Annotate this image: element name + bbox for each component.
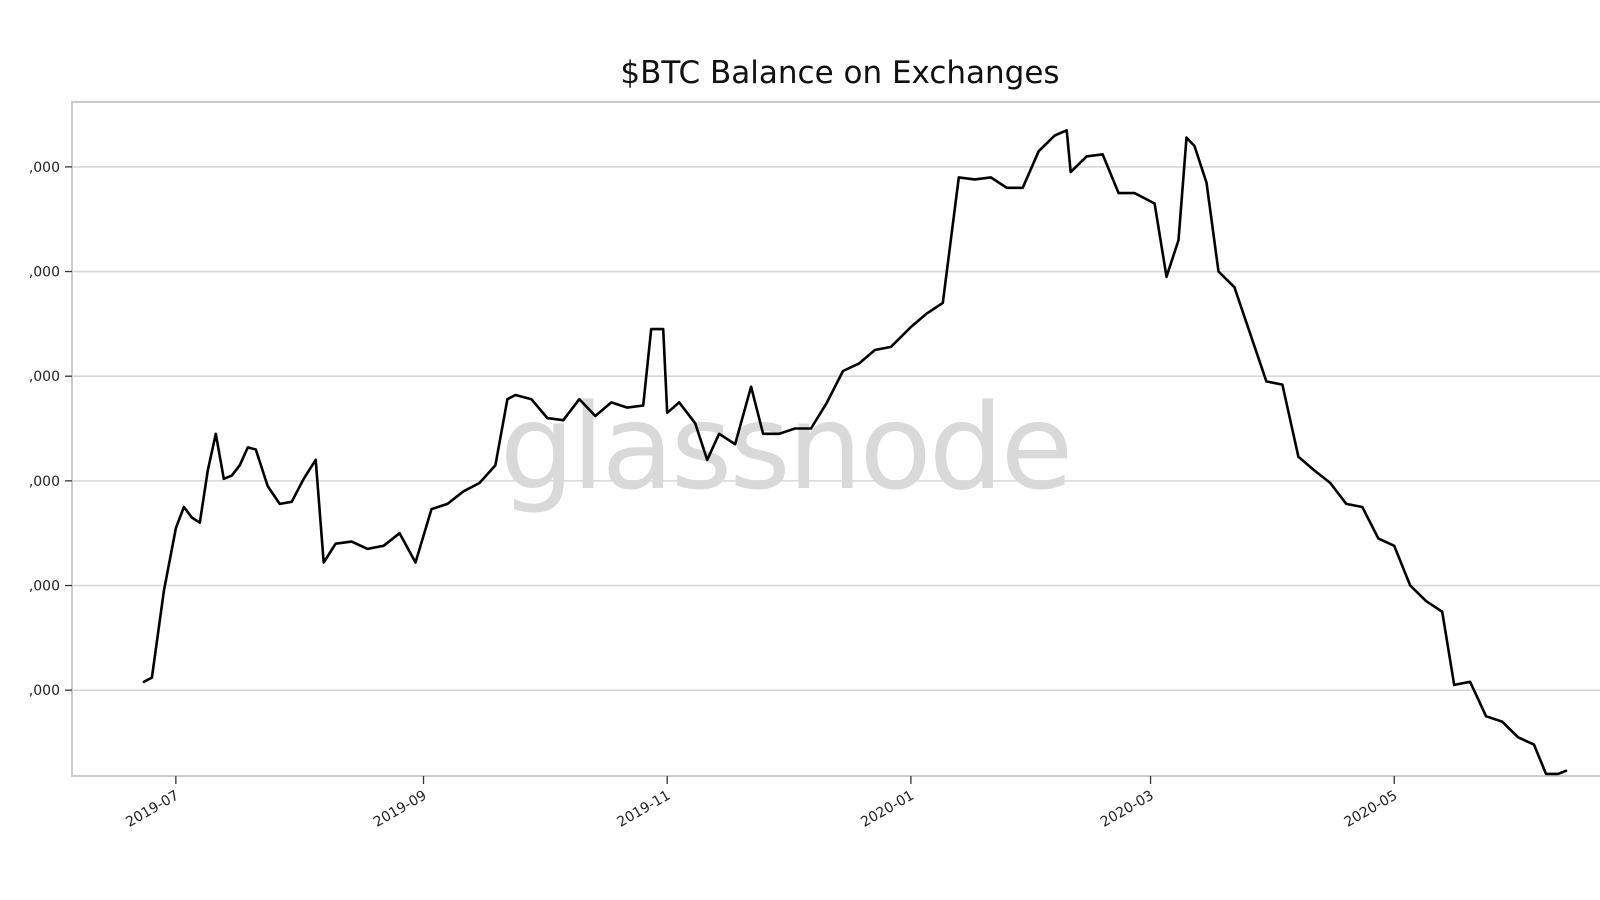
watermark: glassnode: [500, 378, 1070, 516]
x-tick-label: 2020-05: [1342, 788, 1401, 831]
y-axis-ticks: ,000 ,000 ,000 ,000 ,000 ,000: [29, 160, 72, 699]
x-tick-label: 2019-11: [615, 788, 674, 831]
x-tick-label: 2020-03: [1098, 788, 1157, 831]
x-axis-ticks: 2019-07 2019-09 2019-11 2020-01 2020-03 2020-…: [123, 776, 1400, 831]
series-line: [142, 129, 1568, 776]
grid-lines: [72, 166, 1600, 691]
y-tick-label: ,000: [29, 579, 60, 595]
y-tick-label: ,000: [29, 369, 60, 385]
x-tick-label: 2019-09: [371, 788, 430, 831]
y-tick-label: ,000: [29, 683, 60, 699]
y-tick-label: ,000: [29, 160, 60, 176]
chart-title: $BTC Balance on Exchanges: [620, 55, 1059, 91]
y-tick-label: ,000: [29, 265, 60, 281]
y-tick-label: ,000: [29, 474, 60, 490]
x-tick-label: 2019-07: [123, 788, 182, 831]
plot-area-frame: [71, 101, 1600, 777]
x-tick-label: 2020-01: [858, 788, 917, 831]
